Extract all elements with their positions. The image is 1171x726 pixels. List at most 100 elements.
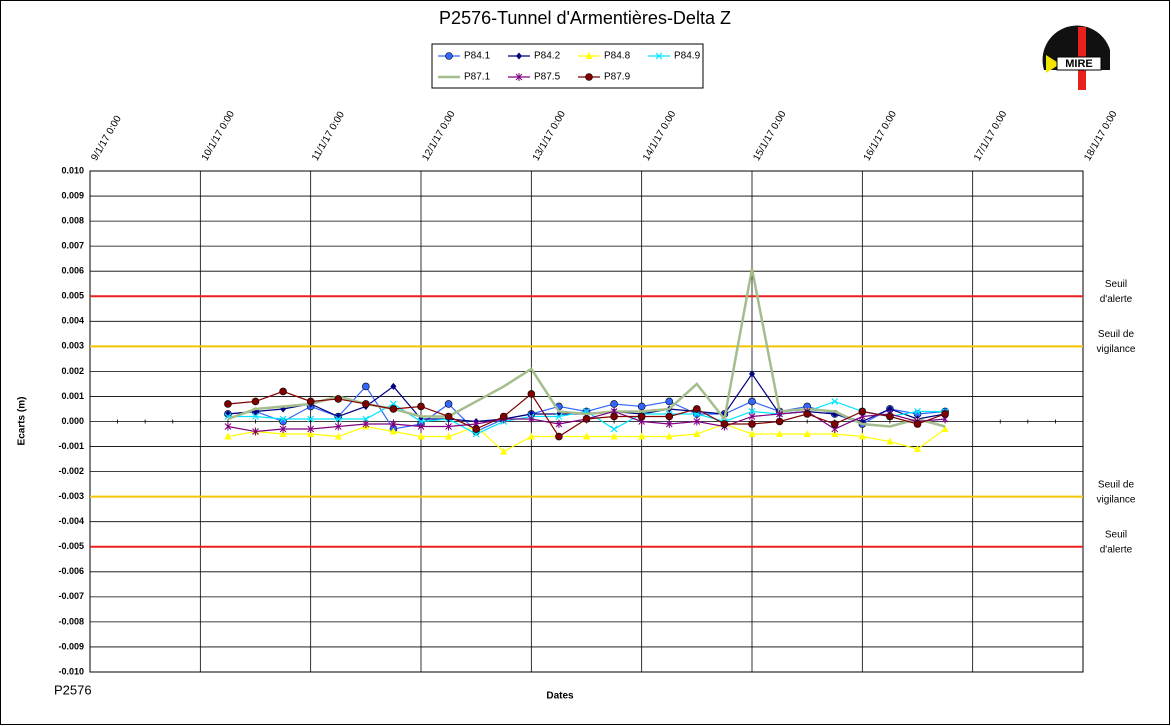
marker [655, 52, 663, 60]
marker-shape [886, 405, 893, 413]
marker-shape [251, 397, 260, 406]
threshold-label: Seuil [1105, 279, 1127, 290]
marker [748, 412, 756, 421]
marker-shape [389, 427, 397, 435]
y-tick-label: 0.004 [61, 316, 84, 326]
marker-shape [555, 420, 563, 429]
marker-shape [527, 432, 535, 440]
threshold-label: Seuil de [1098, 479, 1135, 490]
marker [279, 425, 287, 434]
marker-shape [500, 447, 508, 455]
marker-shape [417, 422, 425, 431]
marker-shape [362, 415, 370, 423]
legend-label: P84.8 [604, 51, 631, 62]
marker-shape [748, 420, 756, 428]
marker [389, 427, 397, 435]
marker-shape [748, 412, 756, 421]
marker [693, 405, 701, 413]
marker [637, 402, 646, 411]
marker-shape [444, 400, 453, 408]
marker-shape [583, 432, 590, 440]
marker-shape [693, 405, 701, 413]
marker-shape [417, 402, 425, 411]
marker-shape [803, 430, 811, 438]
y-tick-label: -0.001 [58, 441, 84, 451]
y-tick-label: -0.009 [58, 641, 84, 651]
legend-label: P87.1 [464, 72, 491, 83]
y-tick-label: 0.009 [61, 190, 84, 200]
marker-shape [334, 422, 342, 431]
marker-shape [585, 73, 593, 81]
marker-shape [610, 400, 618, 408]
marker [748, 430, 756, 438]
marker [941, 410, 949, 418]
marker [516, 52, 522, 60]
marker-shape [472, 425, 480, 433]
marker-shape [585, 52, 593, 59]
y-tick-label: -0.003 [58, 491, 84, 501]
marker [693, 430, 701, 438]
marker [582, 415, 591, 423]
marker-shape [582, 415, 591, 423]
marker [390, 420, 397, 429]
marker-shape [858, 407, 867, 416]
marker-shape [748, 397, 756, 406]
marker [555, 420, 563, 429]
marker-shape [776, 409, 783, 418]
marker [224, 432, 232, 440]
marker-shape [445, 52, 453, 60]
logo-text: MIRE [1065, 58, 1093, 70]
plot [224, 268, 949, 455]
marker [362, 415, 370, 423]
marker [858, 432, 866, 440]
marker [252, 427, 259, 436]
y-axis-label: Ecarts (m) [17, 397, 28, 446]
marker [831, 430, 839, 438]
logo-plate [1056, 56, 1102, 71]
marker [831, 398, 839, 405]
marker [858, 407, 867, 416]
y-tick-label: 0.003 [61, 341, 84, 351]
marker-shape [445, 422, 452, 431]
marker [279, 430, 287, 438]
marker [527, 390, 536, 398]
marker-shape [362, 400, 370, 408]
marker [886, 405, 893, 413]
marker-shape [389, 405, 398, 413]
marker-shape [307, 425, 315, 434]
marker-shape [307, 415, 315, 423]
marker [307, 415, 315, 423]
marker-shape [362, 420, 370, 429]
marker-shape [610, 425, 618, 433]
marker [775, 417, 784, 426]
marker-shape [444, 412, 453, 421]
marker-shape [693, 430, 701, 438]
marker [665, 420, 673, 429]
marker [224, 400, 232, 408]
marker-shape [637, 412, 646, 421]
marker-shape [499, 412, 508, 421]
y-tick-label: 0.001 [61, 391, 84, 401]
legend-label: P84.1 [464, 51, 491, 62]
marker [830, 420, 839, 428]
marker-shape [803, 410, 811, 418]
marker [307, 425, 315, 434]
marker [515, 73, 523, 81]
marker [224, 422, 232, 431]
marker-shape [665, 412, 674, 421]
marker [585, 73, 593, 81]
marker-shape [516, 52, 522, 60]
footer: P2576 [54, 682, 92, 697]
marker-shape [886, 437, 894, 445]
marker [886, 437, 894, 445]
marker-shape [362, 382, 370, 391]
x-axis-label: Dates [546, 691, 574, 702]
marker [914, 408, 921, 415]
marker-shape [720, 420, 729, 428]
marker-shape [445, 432, 453, 440]
threshold-label: vigilance [1097, 494, 1136, 505]
y-tick-label: -0.008 [58, 616, 84, 626]
legend-label: P84.9 [674, 51, 701, 62]
y-tick-label: -0.006 [58, 566, 84, 576]
